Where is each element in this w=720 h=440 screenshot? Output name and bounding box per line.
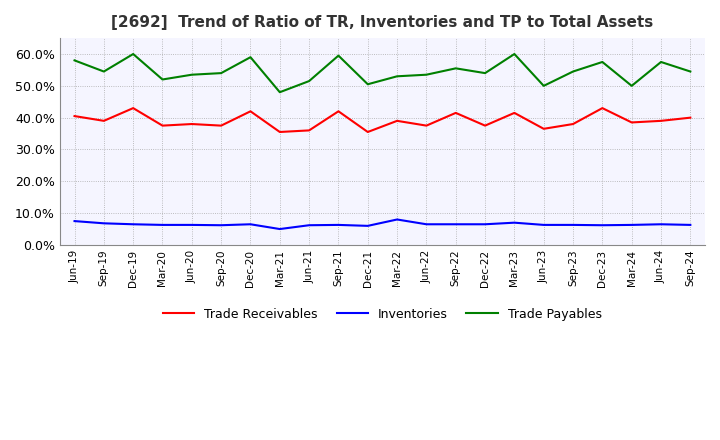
Inventories bbox=[481, 222, 490, 227]
Trade Receivables bbox=[129, 106, 138, 111]
Inventories bbox=[158, 222, 167, 227]
Inventories bbox=[246, 222, 255, 227]
Trade Payables bbox=[510, 51, 518, 57]
Trade Payables bbox=[686, 69, 695, 74]
Trade Payables bbox=[99, 69, 108, 74]
Trade Receivables bbox=[334, 109, 343, 114]
Inventories bbox=[393, 217, 402, 222]
Trade Payables bbox=[276, 90, 284, 95]
Legend: Trade Receivables, Inventories, Trade Payables: Trade Receivables, Inventories, Trade Pa… bbox=[158, 303, 607, 326]
Inventories bbox=[364, 223, 372, 228]
Inventories bbox=[510, 220, 518, 225]
Inventories bbox=[686, 222, 695, 227]
Title: [2692]  Trend of Ratio of TR, Inventories and TP to Total Assets: [2692] Trend of Ratio of TR, Inventories… bbox=[112, 15, 654, 30]
Trade Payables bbox=[539, 83, 548, 88]
Trade Payables bbox=[422, 72, 431, 77]
Trade Receivables bbox=[217, 123, 225, 128]
Trade Receivables bbox=[71, 114, 79, 119]
Trade Receivables bbox=[510, 110, 518, 116]
Trade Receivables bbox=[422, 123, 431, 128]
Line: Inventories: Inventories bbox=[75, 220, 690, 229]
Trade Payables bbox=[305, 78, 313, 84]
Trade Payables bbox=[158, 77, 167, 82]
Trade Payables bbox=[393, 73, 402, 79]
Trade Receivables bbox=[627, 120, 636, 125]
Inventories bbox=[598, 223, 607, 228]
Inventories bbox=[627, 222, 636, 227]
Trade Receivables bbox=[158, 123, 167, 128]
Trade Payables bbox=[334, 53, 343, 58]
Trade Payables bbox=[598, 59, 607, 65]
Inventories bbox=[334, 222, 343, 227]
Inventories bbox=[305, 223, 313, 228]
Trade Receivables bbox=[686, 115, 695, 120]
Inventories bbox=[422, 222, 431, 227]
Trade Payables bbox=[627, 83, 636, 88]
Trade Payables bbox=[569, 69, 577, 74]
Inventories bbox=[657, 222, 665, 227]
Trade Receivables bbox=[364, 129, 372, 135]
Trade Receivables bbox=[246, 109, 255, 114]
Trade Payables bbox=[364, 81, 372, 87]
Trade Receivables bbox=[276, 129, 284, 135]
Inventories bbox=[569, 222, 577, 227]
Trade Payables bbox=[246, 55, 255, 60]
Trade Receivables bbox=[393, 118, 402, 124]
Trade Receivables bbox=[657, 118, 665, 124]
Trade Payables bbox=[129, 51, 138, 57]
Trade Receivables bbox=[569, 121, 577, 127]
Trade Payables bbox=[217, 70, 225, 76]
Line: Trade Payables: Trade Payables bbox=[75, 54, 690, 92]
Trade Payables bbox=[187, 72, 196, 77]
Line: Trade Receivables: Trade Receivables bbox=[75, 108, 690, 132]
Inventories bbox=[451, 222, 460, 227]
Trade Receivables bbox=[598, 106, 607, 111]
Trade Payables bbox=[451, 66, 460, 71]
Trade Receivables bbox=[187, 121, 196, 127]
Inventories bbox=[539, 222, 548, 227]
Inventories bbox=[187, 222, 196, 227]
Inventories bbox=[217, 223, 225, 228]
Inventories bbox=[71, 218, 79, 224]
Trade Receivables bbox=[99, 118, 108, 124]
Trade Receivables bbox=[481, 123, 490, 128]
Trade Payables bbox=[657, 59, 665, 65]
Trade Receivables bbox=[539, 126, 548, 132]
Trade Receivables bbox=[451, 110, 460, 116]
Inventories bbox=[129, 222, 138, 227]
Inventories bbox=[99, 221, 108, 226]
Trade Receivables bbox=[305, 128, 313, 133]
Inventories bbox=[276, 227, 284, 232]
Trade Payables bbox=[71, 58, 79, 63]
Trade Payables bbox=[481, 70, 490, 76]
